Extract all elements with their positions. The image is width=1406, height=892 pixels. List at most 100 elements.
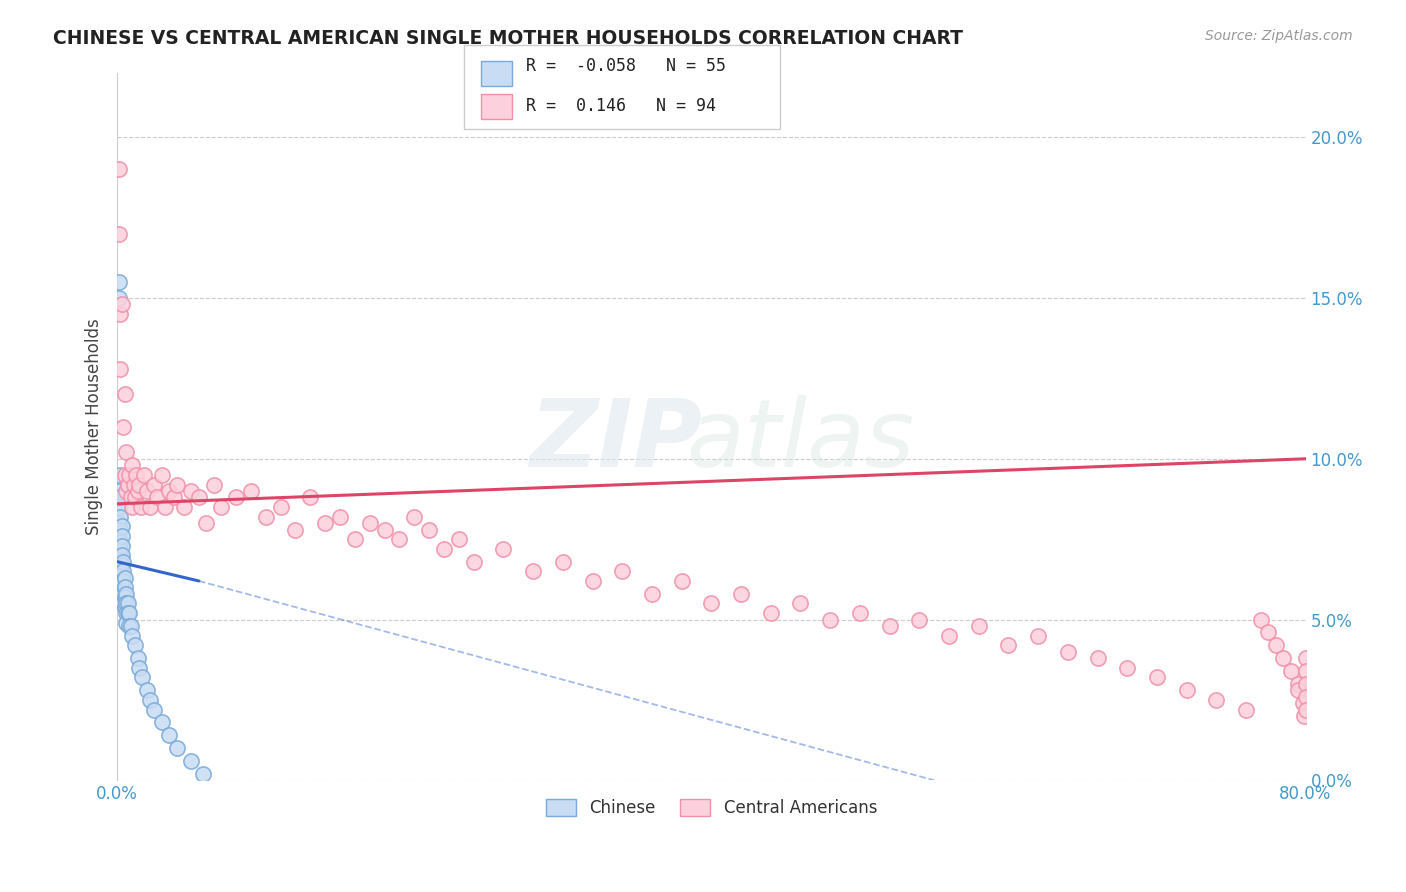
Point bbox=[112, 564, 135, 578]
Point bbox=[433, 541, 456, 556]
Point bbox=[115, 615, 138, 630]
Point bbox=[359, 516, 381, 530]
Point bbox=[166, 477, 188, 491]
Point bbox=[129, 500, 152, 514]
Point bbox=[299, 491, 322, 505]
Point bbox=[551, 555, 574, 569]
Point bbox=[108, 561, 131, 575]
Point bbox=[108, 574, 131, 588]
Point bbox=[967, 619, 990, 633]
Point bbox=[111, 539, 134, 553]
Y-axis label: Single Mother Households: Single Mother Households bbox=[86, 318, 103, 535]
Point bbox=[254, 509, 277, 524]
Point bbox=[1295, 651, 1317, 665]
Point bbox=[112, 574, 135, 588]
Point bbox=[997, 638, 1019, 652]
Point bbox=[124, 638, 146, 652]
Point bbox=[111, 297, 134, 311]
Point bbox=[1279, 664, 1302, 678]
Point bbox=[112, 555, 135, 569]
Point bbox=[108, 535, 131, 549]
Point bbox=[124, 491, 146, 505]
Point bbox=[115, 597, 138, 611]
Point bbox=[107, 227, 129, 241]
Point bbox=[641, 587, 664, 601]
Point bbox=[107, 162, 129, 177]
Point bbox=[374, 523, 396, 537]
Text: R =  0.146   N = 94: R = 0.146 N = 94 bbox=[526, 97, 716, 115]
Point bbox=[107, 500, 129, 514]
Point bbox=[329, 509, 352, 524]
Point bbox=[1205, 693, 1227, 707]
Point bbox=[121, 629, 143, 643]
Point bbox=[115, 606, 138, 620]
Point bbox=[114, 581, 136, 595]
Point bbox=[108, 361, 131, 376]
Point bbox=[879, 619, 901, 633]
Point bbox=[111, 558, 134, 572]
Point bbox=[111, 519, 134, 533]
Text: R =  -0.058   N = 55: R = -0.058 N = 55 bbox=[526, 57, 725, 75]
Point bbox=[1295, 677, 1317, 691]
Point bbox=[150, 467, 173, 482]
Point bbox=[388, 532, 411, 546]
Point bbox=[107, 275, 129, 289]
Text: atlas: atlas bbox=[686, 395, 915, 486]
Point bbox=[127, 651, 149, 665]
Point bbox=[108, 467, 131, 482]
Point bbox=[1026, 629, 1049, 643]
Point bbox=[114, 599, 136, 614]
Point bbox=[343, 532, 366, 546]
Point bbox=[114, 387, 136, 401]
Point bbox=[114, 590, 136, 604]
Point bbox=[492, 541, 515, 556]
Point bbox=[118, 606, 141, 620]
Point bbox=[157, 483, 180, 498]
Point bbox=[173, 500, 195, 514]
Point bbox=[1056, 645, 1078, 659]
Point bbox=[789, 597, 811, 611]
Point bbox=[612, 564, 634, 578]
Point bbox=[418, 523, 440, 537]
Point bbox=[1292, 709, 1315, 723]
Point bbox=[118, 467, 141, 482]
Point bbox=[107, 291, 129, 305]
Point bbox=[1116, 661, 1139, 675]
Point bbox=[1272, 651, 1295, 665]
Point bbox=[108, 307, 131, 321]
Point bbox=[849, 606, 872, 620]
Point bbox=[818, 613, 841, 627]
Point bbox=[447, 532, 470, 546]
Point bbox=[1087, 651, 1109, 665]
Point bbox=[270, 500, 292, 514]
Point bbox=[162, 491, 184, 505]
Text: CHINESE VS CENTRAL AMERICAN SINGLE MOTHER HOUSEHOLDS CORRELATION CHART: CHINESE VS CENTRAL AMERICAN SINGLE MOTHE… bbox=[53, 29, 963, 47]
Point bbox=[1234, 702, 1257, 716]
Point bbox=[112, 587, 135, 601]
Point bbox=[108, 523, 131, 537]
Point bbox=[117, 477, 139, 491]
Point bbox=[146, 491, 169, 505]
Point bbox=[938, 629, 960, 643]
Point bbox=[128, 661, 150, 675]
Point bbox=[180, 483, 202, 498]
Point bbox=[107, 541, 129, 556]
Point bbox=[1264, 638, 1286, 652]
Point bbox=[107, 532, 129, 546]
Point bbox=[1286, 677, 1309, 691]
Point bbox=[117, 597, 139, 611]
Point bbox=[120, 619, 142, 633]
Point bbox=[404, 509, 426, 524]
Point bbox=[1257, 625, 1279, 640]
Legend: Chinese, Central Americans: Chinese, Central Americans bbox=[537, 790, 886, 825]
Point bbox=[131, 670, 153, 684]
Point bbox=[111, 581, 134, 595]
Point bbox=[121, 500, 143, 514]
Point bbox=[581, 574, 603, 588]
Point bbox=[111, 567, 134, 582]
Point bbox=[463, 555, 485, 569]
Point bbox=[671, 574, 693, 588]
Point bbox=[143, 477, 166, 491]
Point bbox=[112, 419, 135, 434]
Point bbox=[120, 491, 142, 505]
